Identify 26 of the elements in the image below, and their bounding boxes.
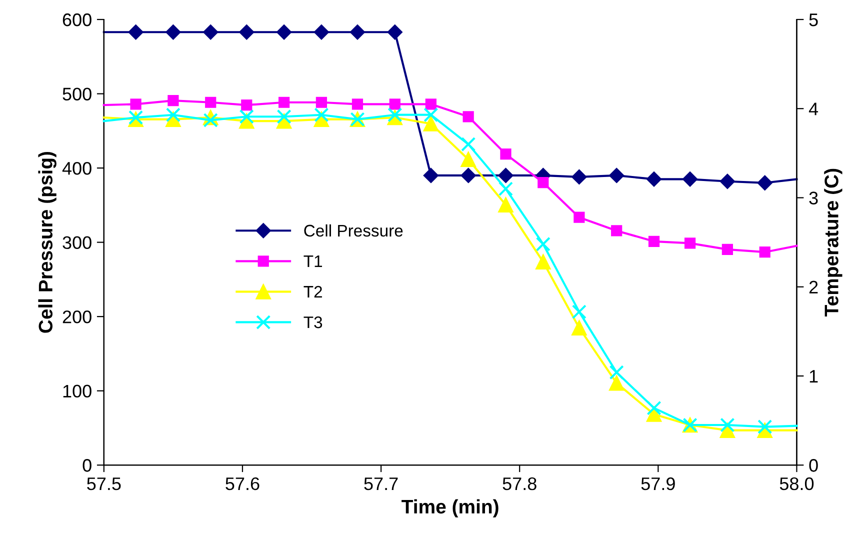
x-tick-label: 57.8 xyxy=(502,477,536,490)
y-tick-label: 100 xyxy=(63,384,92,398)
y-tick-label: 0 xyxy=(82,459,92,472)
y2-tick-label: 2 xyxy=(809,280,818,294)
legend-label: Cell Pressure xyxy=(304,224,403,237)
y2-tick-label: 0 xyxy=(809,459,818,472)
x-axis-title: Time (min) xyxy=(402,499,498,518)
legend-label: T2 xyxy=(304,286,322,298)
y-tick-label: 200 xyxy=(62,310,92,324)
x-tick-label: 57.5 xyxy=(87,478,121,490)
x-tick-label: 57.7 xyxy=(364,478,398,490)
y-tick-label: 400 xyxy=(62,162,92,175)
legend-label: T1 xyxy=(304,256,322,267)
y2-tick-label: 5 xyxy=(809,14,818,26)
y2-tick-label: 3 xyxy=(809,192,818,204)
legend-label: T3 xyxy=(304,316,322,328)
x-tick-label: 57.9 xyxy=(641,477,675,490)
y-tick-label: 500 xyxy=(62,88,92,100)
y2-tick-label: 4 xyxy=(808,102,818,116)
y-tick-label: 600 xyxy=(62,13,92,26)
x-tick-label: 58.0 xyxy=(780,477,814,490)
y2-tick-label: 1 xyxy=(810,370,818,383)
y-axis-title: Cell Pressure (psig) xyxy=(38,152,56,333)
x-tick-label: 57.6 xyxy=(226,477,260,490)
y-tick-label: 300 xyxy=(62,236,92,250)
y2-axis-title: Temperature (C) xyxy=(824,168,842,316)
